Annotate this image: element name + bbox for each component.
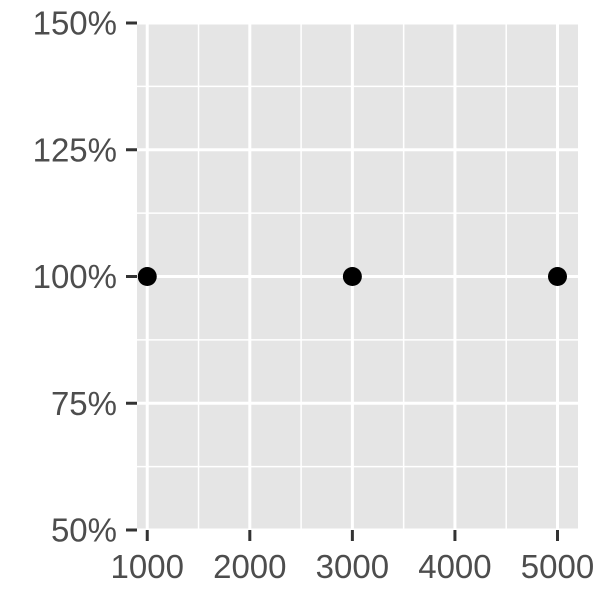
data-point — [137, 267, 157, 286]
data-points — [137, 267, 567, 286]
x-tick-label: 2000 — [213, 548, 286, 585]
y-tick-label: 75% — [51, 385, 117, 422]
data-point — [342, 267, 362, 286]
y-tick-label: 100% — [33, 258, 117, 295]
y-tick-label: 50% — [51, 512, 117, 549]
x-tick-label: 5000 — [521, 548, 594, 585]
x-tick-label: 1000 — [111, 548, 184, 585]
x-tick-label: 3000 — [316, 548, 389, 585]
y-tick-label: 150% — [33, 5, 117, 42]
y-axis: 50% 75% 100% 125% 150% — [33, 5, 137, 549]
x-tick-label: 4000 — [418, 548, 491, 585]
data-point — [547, 267, 567, 286]
x-axis: 1000 2000 3000 4000 5000 — [111, 530, 594, 585]
y-tick-label: 125% — [33, 131, 117, 168]
